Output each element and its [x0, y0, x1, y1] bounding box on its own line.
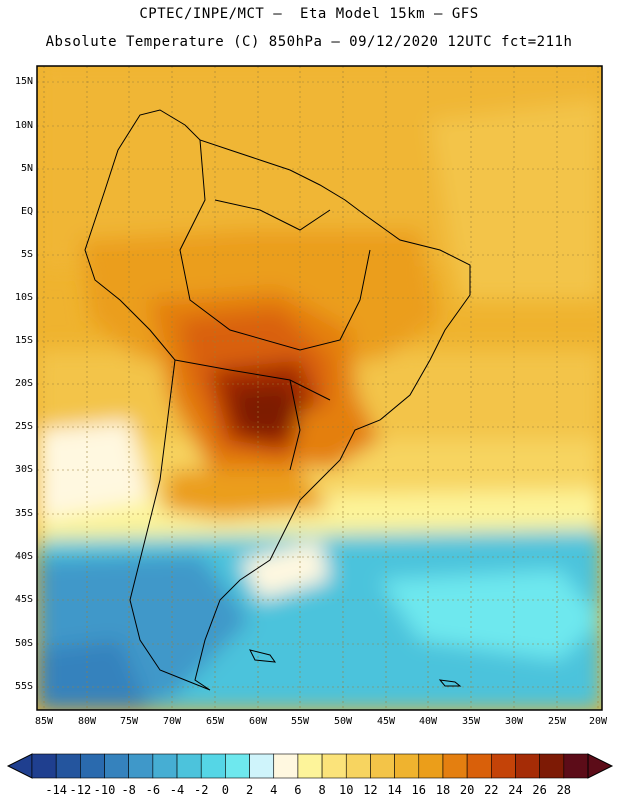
- colorbar-tick-label: -12: [69, 783, 92, 797]
- colorbar-swatch: [80, 753, 105, 779]
- lat-label: 5S: [20, 249, 33, 260]
- colorbar-swatch: [176, 753, 202, 779]
- colorbar-tick-label: -6: [145, 783, 161, 797]
- lon-label: 50W: [333, 716, 353, 727]
- lat-label: 55S: [14, 681, 33, 692]
- colorbar-swatch: [515, 753, 540, 779]
- lat-label: 50S: [14, 638, 33, 649]
- colorbar: [6, 753, 614, 779]
- colorbar-swatch: [442, 753, 468, 779]
- lon-label: 70W: [162, 716, 182, 727]
- lat-label: 15S: [14, 335, 33, 346]
- colorbar-swatch: [345, 753, 371, 779]
- colorbar-swatch: [55, 753, 81, 779]
- lat-label: 15N: [14, 76, 33, 87]
- colorbar-tick-label: 12: [363, 783, 378, 797]
- lat-label: 10S: [14, 292, 33, 303]
- colorbar-swatch: [418, 753, 444, 779]
- colorbar-swatch: [31, 753, 57, 779]
- title-line-2: Absolute Temperature (C) 850hPa – 09/12/…: [45, 34, 573, 50]
- lon-label: 25W: [547, 716, 567, 727]
- colorbar-tick-label: 18: [435, 783, 451, 797]
- colorbar-tick-label: 2: [245, 783, 254, 797]
- colorbar-swatch: [539, 753, 565, 779]
- lon-label: 35W: [461, 716, 481, 727]
- colorbar-swatch: [370, 753, 395, 779]
- colorbar-tick-label: 10: [339, 783, 354, 797]
- colorbar-min-arrow: [6, 753, 33, 779]
- map-frame: [36, 65, 603, 711]
- colorbar-tick-label: 8: [318, 783, 326, 797]
- lat-label: 20S: [14, 378, 33, 389]
- lat-label: 40S: [14, 551, 33, 562]
- colorbar-tick-label: -4: [169, 783, 185, 797]
- colorbar-tick-label: 24: [508, 783, 523, 797]
- colorbar-tick-label: -2: [193, 783, 209, 797]
- lon-label: 85W: [34, 716, 54, 727]
- colorbar-tick-label: 26: [532, 783, 547, 797]
- temperature-field: [37, 66, 602, 710]
- lat-label: 45S: [14, 594, 33, 605]
- colorbar-tick-label: -10: [93, 783, 116, 797]
- colorbar-swatch: [225, 753, 250, 779]
- lon-label: 75W: [119, 716, 139, 727]
- colorbar-swatch: [297, 753, 323, 779]
- lon-label: 80W: [77, 716, 97, 727]
- coastlines: [84, 109, 471, 691]
- colorbar-tick-label: 4: [270, 783, 278, 797]
- lon-label: 65W: [205, 716, 225, 727]
- lat-label: 10N: [14, 120, 33, 131]
- colorbar-swatch: [563, 753, 589, 779]
- lat-label: EQ: [20, 206, 33, 217]
- colorbar-tick-label: 28: [556, 783, 572, 797]
- title-line-1: CPTEC/INPE/MCT – Eta Model 15km – GFS: [139, 6, 479, 22]
- colorbar-tick-label: 22: [484, 783, 499, 797]
- colorbar-tick-label: 14: [387, 783, 402, 797]
- colorbar-swatch: [128, 753, 154, 779]
- colorbar-tick-label: 6: [294, 783, 302, 797]
- lat-label: 35S: [14, 508, 33, 519]
- lon-label: 30W: [504, 716, 524, 727]
- colorbar-swatch: [152, 753, 178, 779]
- lat-label: 5N: [20, 163, 33, 174]
- colorbar-swatch: [491, 753, 516, 779]
- lat-label: 30S: [14, 464, 33, 475]
- colorbar-swatch: [249, 753, 275, 779]
- colorbar-swatch: [321, 753, 347, 779]
- colorbar-max-arrow: [587, 753, 614, 779]
- colorbar-tick-label: 16: [411, 783, 426, 797]
- lat-label: 25S: [14, 421, 33, 432]
- lon-label: 20W: [588, 716, 608, 727]
- colorbar-swatch: [200, 753, 226, 779]
- lon-label: 60W: [248, 716, 268, 727]
- colorbar-swatch: [466, 753, 492, 779]
- colorbar-tick-label: -14: [45, 783, 68, 797]
- graticule: [37, 66, 602, 710]
- colorbar-tick-label: 20: [459, 783, 475, 797]
- colorbar-tick-label: 0: [221, 783, 229, 797]
- colorbar-swatch: [394, 753, 420, 779]
- colorbar-swatch: [273, 753, 299, 779]
- colorbar-tick-label: -8: [121, 783, 136, 797]
- lon-label: 45W: [376, 716, 396, 727]
- lon-label: 40W: [418, 716, 438, 727]
- lon-label: 55W: [290, 716, 310, 727]
- colorbar-swatch: [104, 753, 129, 779]
